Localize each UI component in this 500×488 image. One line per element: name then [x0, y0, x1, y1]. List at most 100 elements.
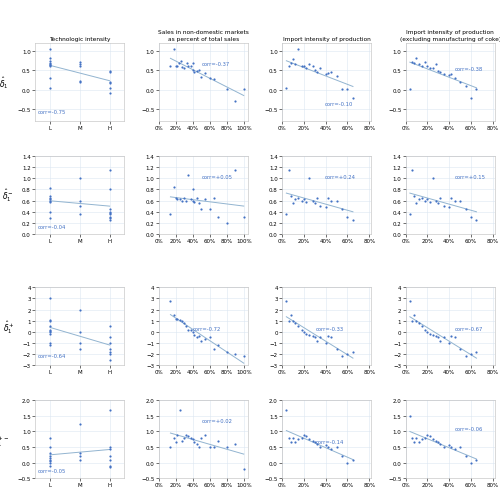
Point: [46, 62, 54, 70]
Point: [316, 334, 324, 342]
Point: [187, 196, 195, 204]
Point: [291, 61, 299, 69]
Point: [456, 443, 464, 451]
Point: [46, 215, 54, 223]
Point: [429, 175, 437, 183]
Point: [412, 200, 420, 208]
Point: [166, 211, 174, 219]
Point: [184, 326, 192, 334]
Point: [294, 323, 302, 330]
Point: [406, 86, 414, 94]
Point: [436, 440, 444, 448]
Point: [412, 317, 420, 325]
Point: [467, 95, 475, 102]
Y-axis label: $\hat{\delta}_1$: $\hat{\delta}_1$: [0, 75, 9, 91]
Point: [308, 197, 316, 205]
Point: [302, 198, 310, 206]
Point: [46, 323, 54, 330]
Text: corr=+0.15: corr=+0.15: [454, 174, 486, 180]
Point: [106, 445, 114, 452]
Point: [46, 185, 54, 193]
Point: [418, 435, 426, 443]
Point: [306, 61, 314, 69]
Point: [206, 75, 214, 83]
Point: [187, 63, 195, 71]
Text: corr=-0.04: corr=-0.04: [38, 224, 66, 229]
Point: [178, 317, 186, 325]
Point: [178, 197, 186, 205]
Point: [286, 60, 294, 68]
Point: [448, 71, 456, 79]
Point: [408, 434, 416, 442]
Point: [106, 334, 114, 342]
Point: [46, 327, 54, 335]
Point: [349, 348, 357, 356]
Point: [448, 333, 456, 341]
Point: [222, 443, 230, 451]
Point: [214, 342, 222, 349]
Point: [414, 61, 422, 69]
Point: [76, 79, 84, 87]
Point: [231, 440, 239, 448]
Point: [76, 306, 84, 314]
Point: [190, 198, 198, 206]
Point: [298, 434, 306, 442]
Point: [106, 356, 114, 364]
Point: [76, 63, 84, 71]
Point: [472, 86, 480, 94]
Point: [222, 348, 230, 356]
Point: [412, 434, 420, 442]
Point: [170, 434, 178, 442]
Point: [206, 334, 214, 342]
Point: [434, 68, 442, 76]
Text: corr=-0.38: corr=-0.38: [454, 67, 483, 72]
Point: [313, 440, 321, 448]
Point: [182, 323, 190, 330]
Point: [46, 58, 54, 65]
Point: [426, 330, 434, 338]
Point: [76, 211, 84, 219]
Point: [202, 196, 209, 204]
Point: [426, 432, 434, 440]
Point: [327, 197, 335, 205]
Text: corr=-0.33: corr=-0.33: [316, 326, 344, 331]
Point: [76, 339, 84, 347]
Point: [210, 345, 218, 353]
Point: [408, 317, 416, 325]
Point: [240, 353, 248, 361]
Point: [324, 70, 332, 78]
Point: [106, 214, 114, 222]
Point: [196, 200, 203, 208]
Point: [176, 406, 184, 414]
Point: [424, 63, 432, 71]
Point: [202, 431, 209, 439]
Point: [310, 67, 318, 75]
Point: [46, 193, 54, 201]
Point: [182, 431, 190, 439]
Point: [202, 70, 209, 78]
Point: [46, 46, 54, 54]
Point: [76, 328, 84, 336]
Title: Sales in non-domestic markets
as percent of total sales: Sales in non-domestic markets as percent…: [158, 30, 248, 41]
Point: [289, 317, 297, 325]
Point: [432, 61, 440, 69]
Point: [344, 459, 351, 467]
Point: [462, 205, 469, 213]
Point: [172, 62, 179, 70]
Point: [436, 337, 444, 345]
Point: [434, 439, 442, 447]
Point: [322, 71, 330, 79]
Point: [76, 203, 84, 210]
Point: [46, 454, 54, 462]
Text: corr=-0.67: corr=-0.67: [454, 326, 483, 331]
Point: [412, 55, 420, 62]
Point: [46, 330, 54, 338]
Point: [106, 166, 114, 174]
Point: [338, 452, 346, 460]
Point: [448, 443, 456, 451]
Point: [184, 62, 192, 70]
Point: [106, 217, 114, 224]
Point: [46, 75, 54, 83]
Point: [410, 60, 418, 68]
Point: [450, 334, 458, 342]
